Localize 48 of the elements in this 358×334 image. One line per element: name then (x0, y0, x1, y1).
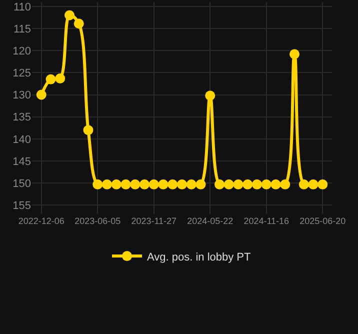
y-tick-label: 140 (12, 134, 31, 146)
point (224, 179, 234, 190)
point (252, 179, 262, 190)
point (168, 179, 178, 190)
y-tick-label: 120 (12, 45, 31, 58)
y-tick-label: 150 (12, 178, 31, 190)
point (205, 90, 216, 101)
point (270, 179, 281, 190)
point (55, 73, 66, 84)
point (242, 179, 253, 190)
point (308, 179, 318, 190)
point (290, 49, 300, 60)
point (140, 179, 150, 190)
legend-label: Avg. pos. in lobby PT (147, 251, 252, 264)
x-tick-label: 2024-05-22 (187, 216, 234, 226)
x-tick-label: 2023-11-27 (131, 216, 177, 226)
point (261, 179, 272, 190)
x-tick-label: 2024-11-16 (244, 216, 290, 226)
point (298, 179, 309, 190)
point (64, 10, 74, 20)
x-tick-label: 2022-12-06 (18, 216, 64, 226)
point (83, 125, 94, 136)
point (36, 90, 46, 100)
y-tick-label: 130 (12, 90, 31, 102)
x-tick-label: 2023-06-05 (74, 216, 121, 226)
point (92, 179, 103, 190)
x-tick-label: 2025-06-20 (300, 216, 346, 226)
y-tick-label: 135 (12, 112, 31, 124)
y-tick-label: 115 (13, 23, 31, 36)
point (196, 179, 206, 190)
point (74, 18, 84, 29)
point (214, 179, 224, 190)
y-tick-label: 155 (12, 200, 31, 212)
point (111, 179, 122, 190)
point (280, 179, 290, 190)
point (186, 179, 196, 190)
point (233, 179, 244, 190)
point (177, 179, 187, 190)
point (120, 179, 131, 190)
y-tick-label: 145 (12, 156, 31, 168)
point (102, 179, 112, 190)
y-tick-label: 110 (13, 1, 31, 14)
point (148, 179, 159, 190)
point (46, 74, 56, 84)
point (318, 179, 328, 190)
point (130, 179, 140, 190)
y-tick-label: 125 (12, 68, 31, 80)
point (158, 179, 168, 190)
